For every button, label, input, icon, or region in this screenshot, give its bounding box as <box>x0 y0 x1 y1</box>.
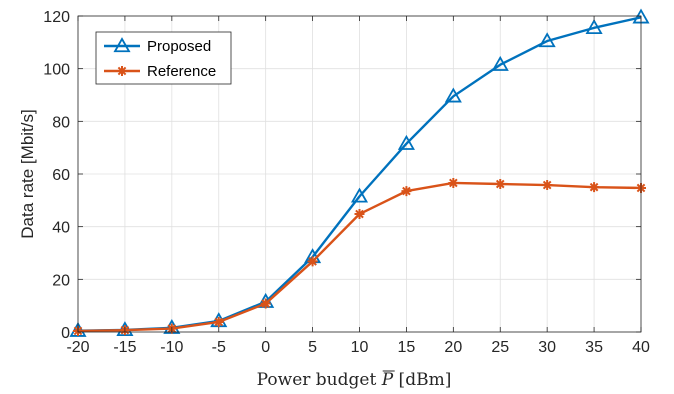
data-point-proposed <box>397 134 415 150</box>
y-tick-label: 80 <box>52 114 70 131</box>
x-tick-label: -15 <box>113 339 136 356</box>
legend-entry-reference: Reference <box>104 63 216 80</box>
data-point-reference <box>589 182 600 193</box>
x-tick-label: -5 <box>212 339 226 356</box>
data-point-proposed <box>444 87 462 103</box>
x-tick-label: 25 <box>491 339 509 356</box>
legend-box <box>95 31 232 85</box>
x-tick-label: -10 <box>160 339 183 356</box>
legend-marker <box>113 37 131 53</box>
x-tick-label: -20 <box>66 339 89 356</box>
x-axis-label: Power budget P [dBm] <box>257 370 452 390</box>
x-tick-label: 10 <box>351 339 369 356</box>
data-point-reference <box>542 180 553 191</box>
x-tick-label: 0 <box>261 339 270 356</box>
legend: Proposed Reference <box>95 31 232 85</box>
y-tick-label: 100 <box>43 62 70 79</box>
y-tick-label: 0 <box>61 325 70 342</box>
data-point-reference <box>213 316 224 327</box>
legend-entry-proposed: Proposed <box>104 37 211 55</box>
data-point-proposed <box>350 187 369 203</box>
data-point-reference <box>495 179 506 190</box>
x-tick-label: 35 <box>585 339 603 356</box>
y-axis-label: Data rate [Mbit/s] <box>18 109 37 238</box>
data-point-reference <box>401 186 412 197</box>
x-tick-label: 15 <box>398 339 416 356</box>
data-point-reference <box>448 177 459 188</box>
legend-label: Reference <box>147 63 216 80</box>
legend-marker <box>117 66 127 76</box>
x-axis-label-unit: [dBm] <box>393 370 451 390</box>
y-tick-label: 120 <box>43 9 70 26</box>
x-axis-label-prefix: Power budget <box>257 370 382 390</box>
x-tick-label: 30 <box>538 339 556 356</box>
x-tick-label: 40 <box>632 339 650 356</box>
data-point-reference <box>354 209 365 220</box>
legend-label: Proposed <box>147 38 211 55</box>
axis-ticks <box>77 15 642 333</box>
y-tick-label: 20 <box>52 272 70 289</box>
data-point-proposed <box>585 19 603 34</box>
data-point-proposed <box>491 55 509 71</box>
x-axis-label-symbol: P <box>381 370 394 390</box>
x-tick-label: 5 <box>308 339 317 356</box>
data-point-reference <box>307 256 318 267</box>
y-tick-label: 60 <box>52 167 70 184</box>
tick-labels: -20 -15 -10 -5 0 5 10 15 20 25 30 35 40 0 20 40 60 80 100 1… <box>43 9 650 356</box>
y-tick-label: 40 <box>52 220 70 237</box>
data-point-reference <box>260 298 271 309</box>
x-tick-label: 20 <box>444 339 462 356</box>
data-point-proposed <box>538 32 556 48</box>
